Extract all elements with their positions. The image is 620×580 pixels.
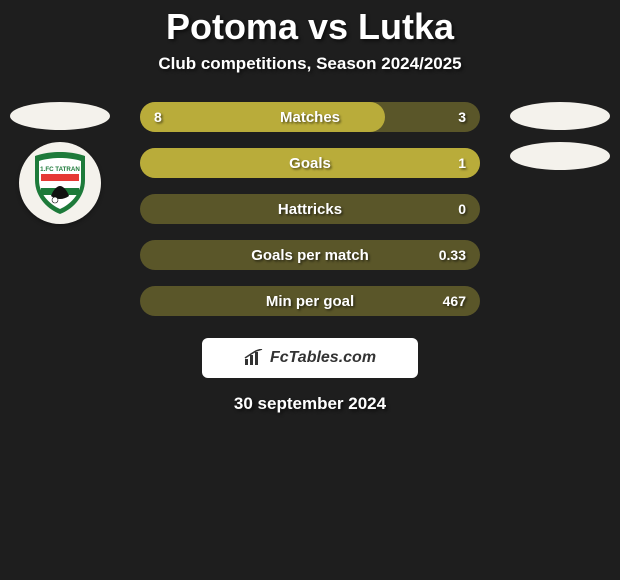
bar-chart-icon xyxy=(244,349,264,367)
stat-rows: 8 Matches 3 Goals 1 Hattricks 0 Goals pe… xyxy=(140,102,480,316)
stat-row-goals: Goals 1 xyxy=(140,148,480,178)
player-left-ellipse xyxy=(10,102,110,130)
club-badge-left: 1.FC TATRAN xyxy=(19,142,101,224)
stat-right-value: 1 xyxy=(458,155,466,171)
stat-label: Matches xyxy=(280,109,340,126)
player-right-ellipse-1 xyxy=(510,102,610,130)
stat-row-matches: 8 Matches 3 xyxy=(140,102,480,132)
stat-right-value: 467 xyxy=(443,293,466,309)
brand-badge: FcTables.com xyxy=(202,338,418,378)
stat-right-value: 0 xyxy=(458,201,466,217)
page-subtitle: Club competitions, Season 2024/2025 xyxy=(158,54,461,74)
player-right-column xyxy=(510,102,610,170)
stat-label: Hattricks xyxy=(278,201,342,218)
stat-label: Min per goal xyxy=(266,293,354,310)
stats-area: 1.FC TATRAN 8 Matches 3 Goals 1 xyxy=(0,102,620,316)
stat-right-value: 0.33 xyxy=(439,247,466,263)
stat-label: Goals xyxy=(289,155,331,172)
stat-label: Goals per match xyxy=(251,247,369,264)
player-left-column: 1.FC TATRAN xyxy=(10,102,110,224)
page-title: Potoma vs Lutka xyxy=(166,6,454,48)
stat-fill xyxy=(140,102,385,132)
shield-icon: 1.FC TATRAN xyxy=(27,150,93,216)
stat-left-value: 8 xyxy=(154,109,162,125)
player-right-ellipse-2 xyxy=(510,142,610,170)
brand-text: FcTables.com xyxy=(270,349,376,367)
stat-row-gpm: Goals per match 0.33 xyxy=(140,240,480,270)
comparison-infographic: Potoma vs Lutka Club competitions, Seaso… xyxy=(0,0,620,580)
stat-right-value: 3 xyxy=(458,109,466,125)
stat-row-mpg: Min per goal 467 xyxy=(140,286,480,316)
date-text: 30 september 2024 xyxy=(234,394,386,414)
stat-row-hattricks: Hattricks 0 xyxy=(140,194,480,224)
svg-text:1.FC TATRAN: 1.FC TATRAN xyxy=(40,166,80,173)
